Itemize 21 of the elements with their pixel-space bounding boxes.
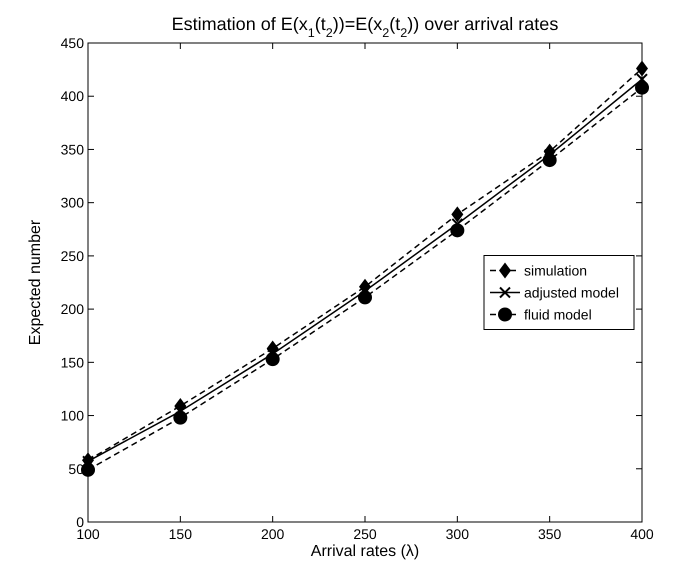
x-tick-label: 150 (168, 526, 192, 542)
x-tick-label: 350 (538, 526, 562, 542)
y-tick-label: 0 (76, 514, 84, 530)
y-tick-label: 100 (60, 408, 84, 424)
x-tick-label: 250 (353, 526, 377, 542)
y-tick-label: 350 (60, 141, 84, 158)
y-tick-label: 250 (60, 248, 84, 264)
y-tick-label: 450 (60, 35, 84, 51)
x-tick-label: 400 (630, 526, 654, 542)
legend-label: simulation (524, 262, 588, 278)
legend-label: fluid model (524, 306, 592, 322)
y-tick-label: 150 (60, 354, 84, 370)
x-axis-title: Arrival rates (λ) (310, 543, 420, 560)
y-tick-label: 300 (60, 194, 84, 211)
y-tick-label: 200 (60, 301, 84, 318)
y-tick-label: 400 (60, 88, 84, 104)
chart-title: Estimation of E(x$_{1}$(t$_{2}$))=E(x$_{2}$(t$_{2}$)) over arrival rates (172, 14, 558, 40)
x-tick-label: 200 (260, 526, 285, 542)
y-axis-title: Expected number (27, 219, 44, 346)
legend-label: adjusted model (524, 284, 619, 300)
x-tick-label: 300 (446, 526, 470, 542)
